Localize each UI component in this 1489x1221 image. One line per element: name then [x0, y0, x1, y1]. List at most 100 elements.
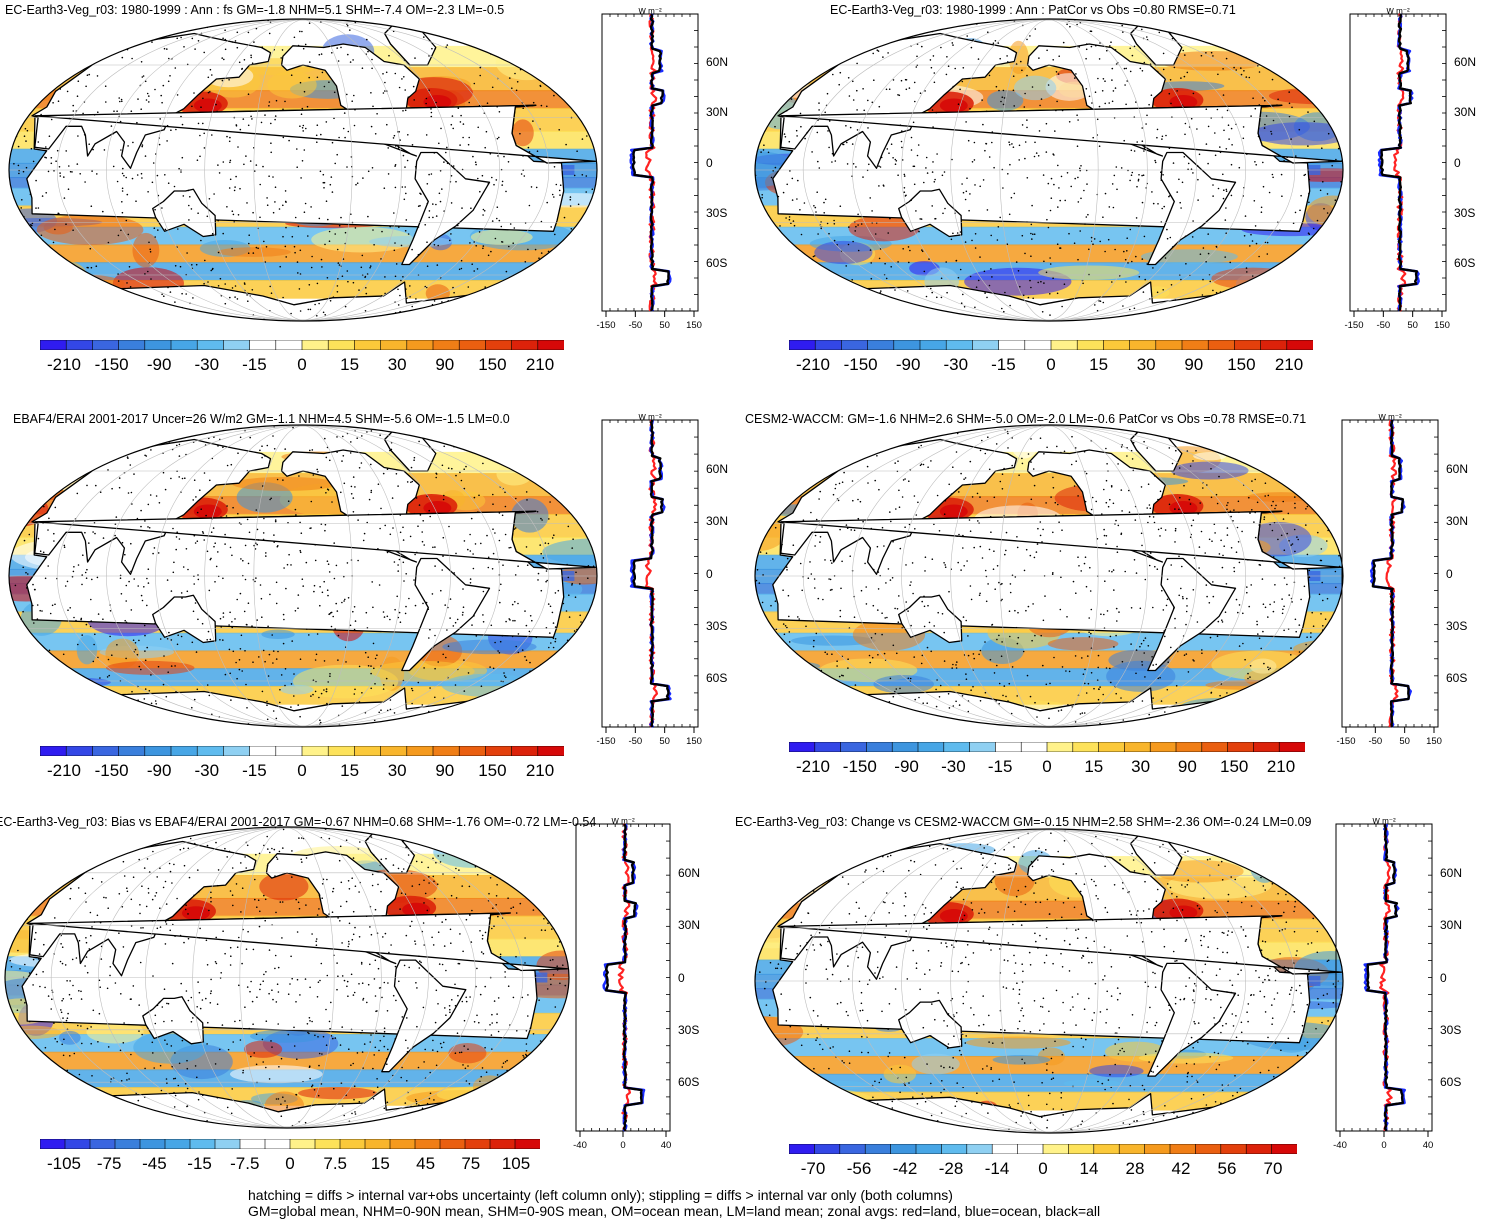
colorbar-label: 0	[1046, 355, 1056, 374]
colorbar-label: 210	[525, 761, 555, 780]
zonal-x-tick-label: -150	[1344, 320, 1363, 331]
colorbar-label: 210	[1266, 757, 1296, 776]
colorbar-label: 150	[478, 761, 507, 780]
zonal-units-label: W m⁻²	[1378, 414, 1402, 422]
zonal-x-tick-label: -50	[628, 736, 642, 747]
colorbar-label: -210	[46, 355, 82, 374]
zonal-mean-plot: W m⁻² -150 -50 50 150	[596, 8, 702, 331]
latitude-tick-label: 30N	[1446, 514, 1469, 529]
colorbar-label: 90	[1177, 757, 1197, 776]
colorbar-label: 150	[1227, 355, 1256, 374]
colorbar-label: 0	[297, 761, 307, 780]
colorbar-label: -70	[800, 1159, 826, 1178]
zonal-units-label: W m⁻²	[1386, 8, 1410, 16]
zonal-units-label: W m⁻²	[638, 414, 662, 422]
latitude-tick-label: 0	[1454, 155, 1461, 170]
latitude-tick-label: 60N	[1454, 54, 1477, 69]
panel-title: CESM2-WACCM: GM=-1.6 NHM=2.6 SHM=-5.0 OM…	[745, 412, 1307, 426]
zonal-x-tick-label: -150	[596, 736, 615, 747]
latitude-tick-label: 60N	[1440, 866, 1463, 881]
zonal-mean-plot: W m⁻² -150 -50 50 150	[1336, 414, 1442, 747]
world-map	[754, 18, 1344, 322]
zonal-mean-plot: W m⁻² -150 -50 50 150	[596, 414, 702, 747]
latitude-tick-label: 0	[1446, 566, 1453, 581]
colorbar-label: 150	[478, 355, 507, 374]
world-map	[8, 424, 598, 728]
zonal-x-tick-label: 50	[1399, 736, 1410, 747]
colorbar-label: 0	[297, 355, 307, 374]
colorbar-label: 42	[1171, 1159, 1191, 1178]
colorbar-label: -210	[46, 761, 82, 780]
colorbar	[40, 746, 564, 756]
colorbar-label: -30	[194, 761, 220, 780]
zonal-x-tick-label: 40	[661, 1140, 672, 1151]
colorbar-label: 7.5	[323, 1154, 347, 1173]
zonal-x-tick-label: -150	[1336, 736, 1355, 747]
colorbar-label: 210	[525, 355, 555, 374]
colorbar-label: -150	[842, 757, 877, 776]
colorbar-label: -28	[938, 1159, 964, 1178]
colorbar-label: 150	[1220, 757, 1249, 776]
colorbar-label: -15	[242, 761, 267, 780]
zonal-x-tick-label: 50	[659, 320, 670, 331]
zonal-x-tick-label: 50	[1407, 320, 1418, 331]
colorbar-label: -7.5	[230, 1154, 260, 1173]
colorbar-label: 15	[340, 761, 360, 780]
colorbar-label: 210	[1274, 355, 1304, 374]
colorbar-label: 30	[1136, 355, 1156, 374]
panel-title: EC-Earth3-Veg_r03: 1980-1999 : Ann : Pat…	[830, 3, 1236, 17]
latitude-tick-label: 30S	[1440, 1022, 1462, 1037]
colorbar-label: -15	[242, 355, 267, 374]
colorbar-label: -15	[987, 757, 1013, 776]
colorbar-label: -150	[94, 355, 129, 374]
colorbar-label: -210	[795, 757, 831, 776]
panel-title: EC-Earth3-Veg_r03: Bias vs EBAF4/ERAI 20…	[0, 815, 597, 829]
latitude-tick-label: 60N	[706, 462, 729, 477]
colorbar	[789, 1144, 1297, 1154]
colorbar-label: -90	[895, 355, 921, 374]
latitude-tick-label: 60S	[706, 256, 728, 271]
colorbar-label: -30	[194, 355, 220, 374]
colorbar-label: 70	[1263, 1159, 1283, 1178]
latitude-tick-label: 60S	[706, 670, 728, 685]
zonal-x-tick-label: 150	[686, 736, 702, 747]
zonal-x-tick-label: 150	[686, 320, 702, 331]
world-map	[754, 424, 1344, 728]
latitude-tick-label: 30N	[706, 514, 729, 529]
colorbar-label: -15	[187, 1154, 212, 1173]
colorbar-label: 15	[340, 355, 360, 374]
zonal-units-label: W m⁻²	[611, 818, 635, 826]
colorbar-label: 90	[435, 355, 455, 374]
caption-line-1: hatching = diffs > internal var+obs unce…	[248, 1187, 953, 1203]
zonal-units-label: W m⁻²	[638, 8, 662, 16]
colorbar-label: 56	[1217, 1159, 1237, 1178]
colorbar	[40, 1139, 540, 1149]
latitude-tick-label: 0	[706, 566, 713, 581]
colorbar-label: 0	[1038, 1159, 1048, 1178]
colorbar-label: 90	[1184, 355, 1204, 374]
zonal-x-tick-label: 0	[1381, 1140, 1386, 1151]
latitude-tick-label: 30S	[678, 1022, 700, 1037]
colorbar-label: -45	[142, 1154, 167, 1173]
colorbar	[789, 742, 1305, 752]
latitude-tick-label: 0	[706, 155, 713, 170]
panel-title: EC-Earth3-Veg_r03: 1980-1999 : Ann : fs …	[5, 3, 505, 17]
zonal-x-tick-label: 150	[1426, 736, 1442, 747]
colorbar-label: 90	[435, 761, 455, 780]
colorbar-label: 105	[501, 1154, 531, 1173]
colorbar-label: -210	[795, 355, 831, 374]
world-map	[8, 18, 598, 322]
colorbar-label: 30	[387, 761, 407, 780]
colorbar	[789, 340, 1313, 350]
zonal-mean-plot: W m⁻² -40 0 40	[573, 818, 672, 1151]
latitude-tick-label: 0	[1440, 970, 1447, 985]
world-map	[4, 826, 570, 1129]
colorbar-label: -150	[843, 355, 878, 374]
latitude-tick-label: 30N	[678, 918, 701, 933]
zonal-x-tick-label: -40	[573, 1140, 587, 1151]
zonal-x-tick-label: 40	[1423, 1140, 1434, 1151]
colorbar-label: 28	[1125, 1159, 1145, 1178]
latitude-tick-label: 60S	[1446, 670, 1468, 685]
zonal-x-tick-label: -50	[1376, 320, 1390, 331]
latitude-tick-label: 30S	[706, 618, 728, 633]
